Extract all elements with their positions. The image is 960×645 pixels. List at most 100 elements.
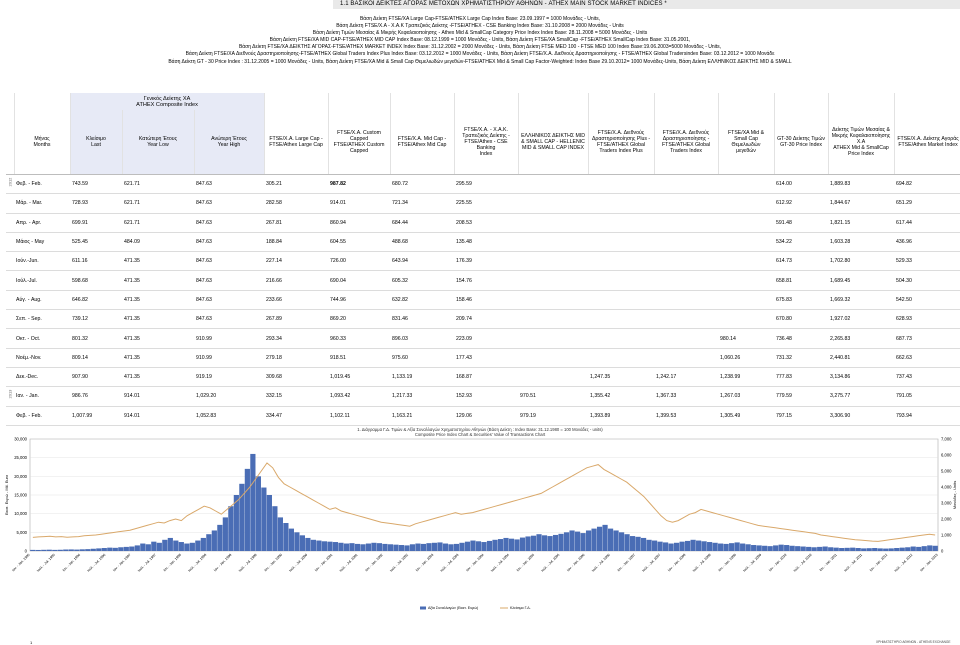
value-cell: 282.58 [264,193,329,214]
x-tick-label: Ιαν. - Jan. 2006 [566,553,585,572]
value-cell [718,213,775,233]
value-cell: 1,133.19 [390,367,455,388]
table-row: 2012 Φεβ. - Feb. 743.59 621.71 847.63 305.21 9… [6,174,960,195]
table-row: Ιούλ.-Jul. 598.68 471.35 847.63 216.66 690.04… [6,270,960,291]
value-cell: 670.80 [774,309,829,330]
value-cell: 2,265.83 [828,328,895,349]
table-row: Οκτ. - Oct. 801.32 471.35 910.99 293.34 960.3… [6,328,960,349]
value-cell [718,193,775,214]
x-tick-label: Ιούλ. - Jul. 2008 [692,553,712,573]
value-cell: 797.15 [774,406,829,426]
value-cell: 690.04 [328,270,391,291]
year-label [6,270,14,291]
bar [299,535,306,551]
column-header: FTSE/X.A. Custom Capped FTSE/ATHEX Custo… [328,110,391,175]
bar [734,542,740,551]
bar [668,543,674,551]
value-cell: 809.14 [70,348,122,368]
bar [349,543,355,551]
bar [239,483,245,551]
bar [162,539,168,551]
value-cell [518,232,589,253]
page-title: 1.1 ΒΑΣΙΚΟΙ ΔΕΙΚΤΕΣ ΑΓΟΡΑΣ ΜΕΤΟΧΩΝ ΧΡΗΜΑ… [340,1,667,7]
bar [767,546,773,551]
bar [195,540,201,551]
bar [354,543,361,551]
value-cell: 847.63 [194,193,265,214]
bar [393,544,399,551]
bar [883,548,889,551]
value-cell: 1,689.45 [828,270,895,291]
column-header: Ανώτερη Έτους Year High [194,110,265,175]
y-right-tick-label: 6,000 [941,453,952,458]
year-label [6,193,14,214]
month-cell: Σεπ. - Sep. [14,309,70,330]
value-cell: 1,821.15 [828,213,895,233]
value-cell: 847.63 [194,270,265,291]
bar [415,543,421,551]
value-cell: 1,019.45 [328,367,391,388]
column-header: FTSE/XA Mid & Small Cap Θεμελιωδών μεγεθ… [718,110,775,175]
bar [343,543,350,551]
x-tick-label: Ιούλ. - Jul. 2004 [490,553,510,573]
bar [894,548,900,551]
value-cell: 684.44 [390,213,455,233]
bar [866,548,872,551]
value-cell: 614.73 [774,251,829,272]
value-cell [518,348,589,368]
note-line: Βάση Δείκτη FTSE/X.A - X.A.K Τραπεζικός … [336,23,624,30]
value-cell: 611.16 [70,251,122,272]
value-cell [588,174,655,195]
value-cell: 694.82 [894,174,960,195]
x-tick-label: Ιαν. - Jan. 2004 [465,553,484,572]
value-cell: 860.94 [328,213,391,233]
note-line: Βάση Δείκτη FTSE/XA Διεθνούς Δραστηριοπο… [185,51,775,58]
value-cell: 739.12 [70,309,122,330]
bar [635,536,641,551]
value-cell [588,309,655,330]
bar [382,543,388,551]
bar [519,537,526,551]
value-cell: 129.06 [454,406,519,426]
bar [398,545,405,551]
value-cell [718,290,775,311]
bar [30,549,36,551]
bar [558,533,564,551]
value-cell: 267.89 [264,309,329,330]
value-cell: 980.14 [718,328,775,349]
y-left-axis-label: Εκατ. Ευρώ - Mil. Euro [4,474,9,515]
value-cell: 737.43 [894,367,960,388]
bar [596,526,603,551]
bar [294,532,300,551]
table-row: Αύγ. - Aug. 646.82 471.35 847.63 233.66 744.9… [6,290,960,311]
value-cell: 1,603.28 [828,232,895,253]
x-tick-label: Ιαν. - Jan. 2010 [768,553,787,572]
bar [822,546,828,551]
bar [173,540,179,551]
bar [729,543,735,551]
value-cell [654,251,719,272]
note-line: Βάση Δείκτη FTSE/XA ΔΕΙΚΤΗΣ ΑΓΟΡΑΣ-FTSE/… [238,44,722,51]
bar [365,543,372,551]
value-cell [518,193,589,214]
value-cell: 154.76 [454,270,519,291]
y-right-axis-label: Μονάδες - Units [952,481,957,509]
bar [877,548,883,551]
value-cell [654,328,719,349]
value-cell [654,348,719,368]
value-cell: 604.55 [328,232,391,253]
value-cell: 208.53 [454,213,519,233]
x-tick-label: Ιαν. - Jan. 2005 [516,553,535,572]
value-cell: 621.71 [122,193,194,214]
bar [811,547,817,551]
value-cell: 979.19 [518,406,589,426]
bar [178,542,184,551]
value-cell: 726.00 [328,251,391,272]
value-cell [654,213,719,233]
table-row: Μάιος - May 525.45 484.09 847.63 188.84 604.5… [6,232,960,253]
x-tick-label: Ιαν. - Jan. 2001 [314,553,333,572]
bar [569,530,575,551]
bar [140,543,146,551]
column-header: Δείκτης Τιμών Μεσαίας & Μικρής Κεφαλαιοπ… [828,110,895,175]
x-tick-label: Ιούλ. - Jul. 2001 [339,553,359,573]
